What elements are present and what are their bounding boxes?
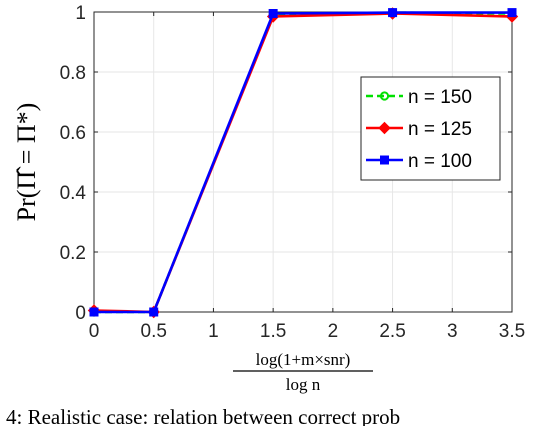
x-axis-label-numerator: log(1+m×snr): [256, 350, 351, 369]
y-tick-label: 0.2: [60, 243, 86, 264]
series-layer: [87, 7, 519, 319]
legend-marker-0: [379, 91, 390, 101]
data-point-2-0: [89, 307, 99, 317]
legend-label-1: n = 125: [408, 119, 472, 140]
data-point-2-4: [507, 8, 517, 18]
series-2: [89, 8, 517, 317]
svg-text:Pr(Π̂ = Π*): Pr(Π̂ = Π*): [12, 103, 41, 222]
x-tick-label: 2.5: [379, 321, 405, 342]
x-tick-label: 2: [328, 321, 339, 342]
y-tick-label: 0.6: [60, 123, 86, 144]
x-axis-label: log(1+m×snr) log n: [233, 350, 373, 394]
y-tick-label: 0: [75, 303, 86, 324]
data-point-2-2: [268, 9, 278, 18]
x-tick-label: 1.5: [260, 321, 286, 342]
data-point-2-3: [388, 8, 398, 18]
y-tick-label: 0.8: [60, 63, 86, 84]
legend-marker-2: [380, 155, 389, 165]
legend-label-0: n = 150: [408, 87, 472, 108]
legend-marker-1: [378, 121, 391, 135]
x-tick-label: 0: [89, 321, 100, 342]
data-point-2-1: [149, 307, 159, 317]
legend: n = 150 n = 125 n = 100: [360, 76, 501, 181]
x-tick-label: 1: [208, 321, 219, 342]
y-tick-label: 0.4: [60, 183, 87, 204]
x-tick-label: 3: [447, 321, 458, 342]
x-tick-label: 3.5: [499, 321, 525, 342]
figure-caption: 4: Realistic case: relation between corr…: [6, 405, 400, 426]
legend-label-2: n = 100: [408, 151, 472, 172]
x-axis-label-denominator: log n: [286, 375, 321, 394]
x-tick-label: 0.5: [141, 321, 167, 342]
y-tick-label: 1: [75, 3, 86, 24]
y-axis-label: Pr(Π̂ = Π*): [12, 103, 41, 222]
